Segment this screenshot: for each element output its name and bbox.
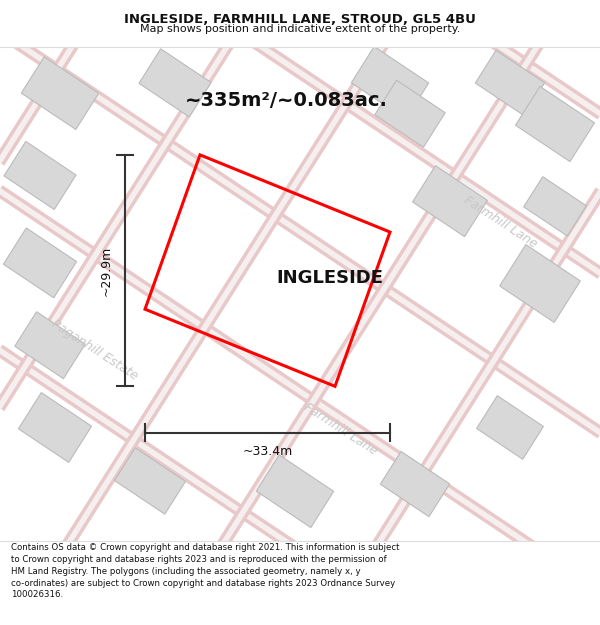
Polygon shape xyxy=(352,46,428,119)
Text: INGLESIDE, FARMHILL LANE, STROUD, GL5 4BU: INGLESIDE, FARMHILL LANE, STROUD, GL5 4B… xyxy=(124,13,476,26)
Text: Farmhill Lane: Farmhill Lane xyxy=(301,401,379,458)
Polygon shape xyxy=(19,392,92,462)
Text: Contains OS data © Crown copyright and database right 2021. This information is : Contains OS data © Crown copyright and d… xyxy=(11,543,400,599)
Polygon shape xyxy=(256,455,334,528)
Polygon shape xyxy=(515,86,595,162)
Polygon shape xyxy=(524,177,586,236)
Polygon shape xyxy=(500,244,580,322)
Text: ~29.9m: ~29.9m xyxy=(100,246,113,296)
Polygon shape xyxy=(380,451,449,517)
Polygon shape xyxy=(375,80,445,148)
Polygon shape xyxy=(476,396,544,459)
Text: Map shows position and indicative extent of the property.: Map shows position and indicative extent… xyxy=(140,24,460,34)
Polygon shape xyxy=(475,50,545,116)
Text: ~33.4m: ~33.4m xyxy=(242,445,293,458)
Polygon shape xyxy=(115,448,185,514)
Polygon shape xyxy=(4,228,77,298)
Text: Paganhill Estate: Paganhill Estate xyxy=(49,318,140,383)
Polygon shape xyxy=(139,49,211,117)
Text: INGLESIDE: INGLESIDE xyxy=(277,269,383,288)
Polygon shape xyxy=(4,141,76,209)
Text: ~335m²/~0.083ac.: ~335m²/~0.083ac. xyxy=(185,91,388,110)
Polygon shape xyxy=(413,166,487,237)
Text: Farmhill Lane: Farmhill Lane xyxy=(461,193,539,250)
Polygon shape xyxy=(15,312,85,379)
Polygon shape xyxy=(22,57,98,129)
